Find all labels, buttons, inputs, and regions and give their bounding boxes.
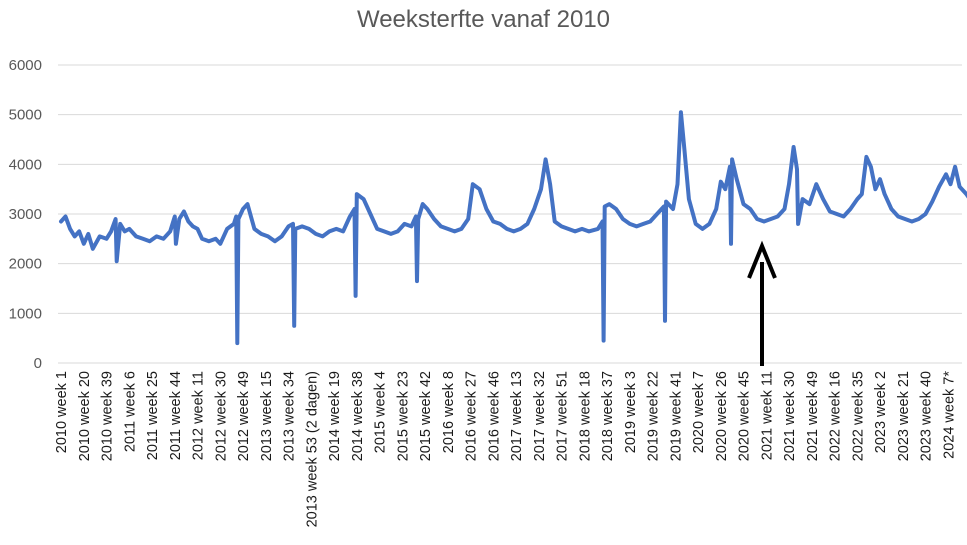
- x-tick-label: 2010 week 1: [54, 371, 70, 453]
- y-tick-label: 3000: [9, 206, 42, 223]
- x-tick-label: 2013 week 53 (2 dagen): [304, 371, 320, 527]
- x-tick-label: 2017 week 51: [555, 371, 571, 461]
- annotation-arrow-head: [747, 240, 777, 279]
- x-tick-label: 2013 week 34: [282, 371, 298, 461]
- x-tick-label: 2016 week 27: [464, 371, 480, 461]
- x-axis: 2010 week 1 2010 week 20 2010 week 39 2011 …: [54, 371, 957, 528]
- x-tick-label: 2010 week 20: [77, 371, 93, 461]
- x-tick-label: 2015 week 4: [373, 371, 389, 453]
- x-tick-label: 2018 week 37: [600, 371, 616, 461]
- gridlines: [58, 64, 962, 364]
- x-tick-label: 2014 week 38: [350, 371, 366, 461]
- y-tick-label: 5000: [9, 107, 42, 124]
- x-tick-label: 2021 week 49: [805, 371, 821, 461]
- y-axis: 0 1000 2000 3000 4000 5000 6000: [9, 57, 42, 372]
- x-tick-label: 2020 week 26: [714, 371, 730, 461]
- x-tick-label: 2020 week 7: [691, 371, 707, 453]
- series-layer: [59, 110, 967, 346]
- x-tick-label: 2019 week 22: [646, 371, 662, 461]
- x-tick-label: 2012 week 30: [213, 371, 229, 461]
- series-line-0: [59, 110, 967, 346]
- x-tick-label: 2017 week 13: [509, 371, 525, 461]
- chart-title: Weeksterfte vanaf 2010: [356, 6, 611, 33]
- x-tick-label: 2024 week 7*: [941, 371, 957, 459]
- x-tick-label: 2012 week 11: [191, 371, 207, 460]
- x-tick-label: 2016 week 8: [441, 371, 457, 453]
- x-tick-label: 2015 week 23: [395, 371, 411, 461]
- x-tick-label: 2021 week 30: [782, 371, 798, 461]
- annotation-layer: [747, 240, 777, 366]
- x-tick-label: 2012 week 49: [236, 371, 252, 461]
- x-tick-label: 2020 week 45: [737, 371, 753, 461]
- x-tick-label: 2023 week 21: [896, 371, 912, 461]
- y-tick-label: 6000: [9, 57, 42, 74]
- x-tick-label: 2011 week 25: [145, 371, 161, 460]
- y-tick-label: 4000: [9, 156, 42, 173]
- x-tick-label: 2017 week 32: [532, 371, 548, 461]
- y-tick-label: 0: [34, 355, 42, 372]
- x-tick-label: 2022 week 16: [828, 371, 844, 461]
- x-tick-label: 2011 week 6: [122, 371, 138, 452]
- x-tick-label: 2011 week 44: [168, 371, 184, 460]
- x-tick-label: 2019 week 3: [623, 371, 639, 453]
- x-tick-label: 2018 week 18: [577, 371, 593, 461]
- y-tick-label: 1000: [9, 305, 42, 322]
- x-tick-label: 2016 week 46: [486, 371, 502, 461]
- x-tick-label: 2023 week 2: [873, 371, 889, 453]
- x-tick-label: 2014 week 19: [327, 371, 343, 461]
- y-tick-label: 2000: [9, 256, 42, 273]
- x-tick-label: 2019 week 41: [668, 371, 684, 461]
- x-tick-label: 2013 week 15: [259, 371, 275, 461]
- x-tick-label: 2015 week 42: [418, 371, 434, 461]
- x-tick-label: 2021 week 11: [759, 371, 775, 460]
- x-tick-label: 2010 week 39: [100, 371, 116, 461]
- x-tick-label: 2023 week 40: [919, 371, 935, 461]
- x-tick-label: 2022 week 35: [850, 371, 866, 461]
